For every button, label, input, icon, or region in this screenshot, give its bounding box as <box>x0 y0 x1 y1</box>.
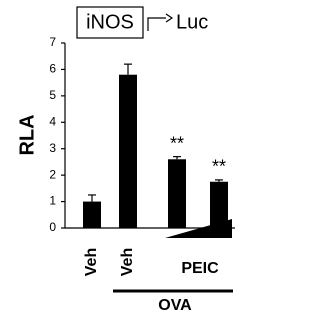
chart: iNOS Luc RLA PEIC OVA 0 1 2 3 4 5 6 7 Veh Veh ** ** <box>16 6 235 314</box>
x-tick-label: Veh <box>83 248 100 276</box>
x-tick-label: Veh <box>119 248 136 276</box>
y-tick-label: 0 <box>49 220 56 234</box>
y-tick-label: 6 <box>49 62 56 76</box>
bar <box>168 159 186 228</box>
y-axis-label: RLA <box>16 114 38 155</box>
group-label: PEIC <box>181 260 219 277</box>
y-tick-label: 7 <box>49 35 56 49</box>
y-tick-label: 2 <box>49 167 56 181</box>
chart-title: iNOS <box>86 11 134 33</box>
arrow <box>147 17 166 31</box>
y-tick-label: 5 <box>49 88 56 102</box>
arrow-head <box>165 13 174 23</box>
title-target: Luc <box>176 11 208 33</box>
significance-label: ** <box>170 133 184 153</box>
significance-label: ** <box>212 157 226 177</box>
title-box <box>76 6 144 39</box>
bar <box>83 201 101 228</box>
bar <box>119 74 137 228</box>
y-tick-label: 3 <box>49 141 56 155</box>
y-tick-label: 4 <box>49 114 56 128</box>
bar <box>210 181 228 228</box>
group-label: OVA <box>158 297 192 314</box>
y-tick-label: 1 <box>49 194 56 208</box>
